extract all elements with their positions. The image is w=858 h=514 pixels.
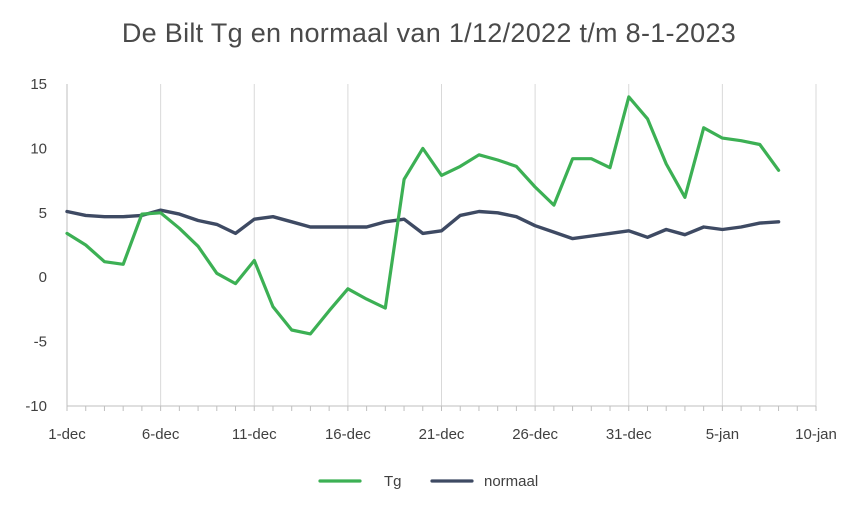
x-tick-label: 1-dec (48, 426, 86, 443)
x-tick-label: 16-dec (325, 426, 371, 443)
axes (66, 84, 817, 411)
x-tick-label: 11-dec (232, 426, 277, 443)
y-tick-label: -10 (25, 398, 47, 415)
series-line-tg (65, 95, 781, 336)
y-tick-label: -5 (34, 334, 47, 351)
gridlines (160, 84, 817, 406)
series-line-normaal (65, 208, 781, 241)
x-tick-label: 21-dec (419, 426, 465, 443)
x-tick-label: 6-dec (142, 426, 180, 443)
legend-label-tg: Tg (384, 473, 402, 490)
y-tick-label: 10 (30, 140, 47, 157)
x-tick-label: 10-jan (795, 426, 837, 443)
y-tick-label: 0 (39, 269, 47, 286)
legend-label-normaal: normaal (484, 473, 538, 490)
y-tick-labels: 15 10 5 0 -5 -10 (25, 76, 47, 415)
y-tick-label: 15 (30, 76, 47, 93)
series-lines (65, 95, 781, 336)
x-tick-labels: 1-dec 6-dec 11-dec 16-dec 21-dec 26-dec 31-dec… (48, 426, 837, 443)
chart-title: De Bilt Tg en normaal van 1/12/2022 t/m … (121, 18, 737, 48)
y-tick-label: 5 (39, 205, 47, 222)
legend: Tg normaal (318, 473, 538, 490)
x-tick-label: 5-jan (706, 426, 739, 443)
x-tick-label: 31-dec (606, 426, 652, 443)
x-tick-label: 26-dec (512, 426, 558, 443)
